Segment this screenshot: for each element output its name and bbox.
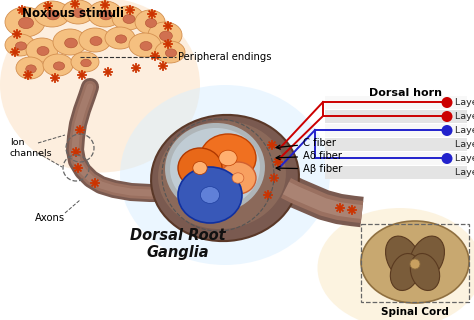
Text: Aδ fiber: Aδ fiber [276, 151, 342, 161]
Ellipse shape [178, 148, 222, 188]
Ellipse shape [81, 59, 91, 67]
Ellipse shape [219, 150, 237, 166]
Text: Dorsal Root
Ganglia: Dorsal Root Ganglia [130, 228, 226, 260]
Ellipse shape [146, 19, 156, 28]
Ellipse shape [46, 10, 60, 20]
Text: Spinal Cord: Spinal Cord [381, 307, 449, 317]
Circle shape [441, 125, 453, 136]
Text: C fiber: C fiber [276, 138, 336, 149]
Ellipse shape [390, 253, 419, 291]
Circle shape [410, 259, 420, 269]
Ellipse shape [318, 208, 474, 320]
Text: Layer I: Layer I [455, 98, 474, 107]
FancyBboxPatch shape [325, 152, 467, 165]
Ellipse shape [43, 54, 73, 76]
Ellipse shape [170, 128, 260, 208]
Ellipse shape [26, 65, 36, 73]
Ellipse shape [5, 34, 35, 56]
Text: Axons: Axons [35, 213, 65, 223]
Ellipse shape [165, 123, 265, 213]
Text: Layer V: Layer V [455, 154, 474, 163]
FancyBboxPatch shape [325, 110, 467, 123]
Text: Peripheral endings: Peripheral endings [178, 52, 272, 62]
Text: Ion
channels: Ion channels [10, 138, 53, 158]
Ellipse shape [73, 9, 85, 18]
FancyBboxPatch shape [325, 166, 467, 179]
Ellipse shape [26, 38, 58, 62]
Ellipse shape [165, 49, 177, 57]
Ellipse shape [15, 42, 27, 50]
Ellipse shape [193, 162, 207, 174]
Ellipse shape [18, 17, 34, 28]
Ellipse shape [16, 57, 44, 79]
Text: Aβ fiber: Aβ fiber [276, 164, 342, 174]
Ellipse shape [79, 28, 111, 52]
Text: Layer IV: Layer IV [455, 140, 474, 149]
Ellipse shape [34, 1, 70, 27]
Ellipse shape [64, 38, 77, 48]
Ellipse shape [129, 33, 161, 57]
Ellipse shape [155, 41, 185, 63]
Ellipse shape [151, 115, 299, 241]
Ellipse shape [90, 36, 102, 45]
Ellipse shape [410, 253, 440, 291]
Circle shape [441, 111, 453, 122]
Circle shape [441, 97, 453, 108]
FancyBboxPatch shape [325, 138, 467, 151]
Ellipse shape [123, 14, 135, 23]
Ellipse shape [105, 27, 135, 49]
Ellipse shape [135, 10, 165, 34]
Ellipse shape [62, 0, 94, 24]
Ellipse shape [220, 162, 256, 194]
Ellipse shape [115, 35, 127, 43]
Ellipse shape [396, 253, 406, 275]
Ellipse shape [424, 253, 434, 275]
Ellipse shape [71, 52, 99, 72]
Text: Layer III: Layer III [455, 126, 474, 135]
Ellipse shape [37, 46, 49, 55]
Ellipse shape [88, 1, 122, 27]
Text: Dorsal horn: Dorsal horn [370, 88, 443, 98]
Text: Layer II: Layer II [455, 112, 474, 121]
Ellipse shape [232, 173, 244, 183]
Ellipse shape [140, 42, 152, 51]
Circle shape [441, 153, 453, 164]
Ellipse shape [178, 167, 242, 223]
Ellipse shape [120, 85, 330, 265]
FancyBboxPatch shape [325, 96, 467, 109]
Ellipse shape [361, 221, 469, 303]
Ellipse shape [158, 121, 286, 229]
Ellipse shape [160, 31, 173, 41]
Ellipse shape [100, 10, 112, 20]
Ellipse shape [0, 0, 200, 172]
Ellipse shape [54, 62, 64, 70]
Ellipse shape [201, 187, 219, 204]
Ellipse shape [148, 22, 182, 48]
Ellipse shape [112, 6, 144, 30]
FancyBboxPatch shape [325, 124, 467, 137]
Ellipse shape [5, 7, 45, 37]
Ellipse shape [410, 236, 445, 280]
Ellipse shape [385, 236, 420, 280]
Text: Layer VI: Layer VI [455, 168, 474, 177]
Ellipse shape [200, 134, 256, 182]
Text: Noxious stimuli: Noxious stimuli [22, 7, 124, 20]
Ellipse shape [53, 29, 87, 55]
